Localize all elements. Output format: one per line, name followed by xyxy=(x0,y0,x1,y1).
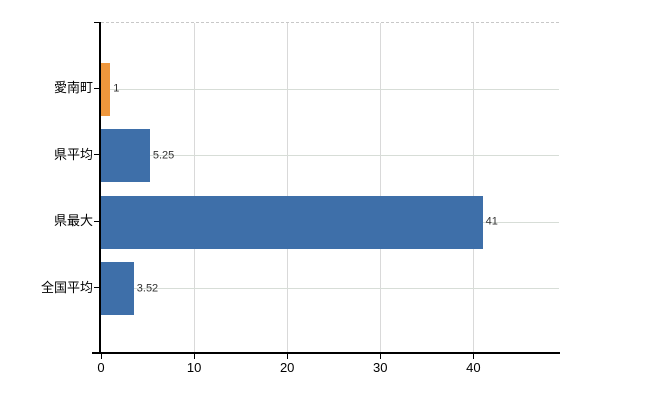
gridline-vertical xyxy=(472,23,474,355)
y-axis-tick xyxy=(94,220,100,222)
x-tick-label: 40 xyxy=(466,360,481,375)
gridline-vertical xyxy=(286,23,288,355)
gridline-horizontal xyxy=(101,288,559,290)
x-tick-label: 0 xyxy=(97,360,105,375)
x-axis-tick xyxy=(380,354,382,359)
category-label: 県平均 xyxy=(53,147,93,162)
x-axis-tick xyxy=(101,354,102,359)
x-axis-tick xyxy=(473,354,475,359)
bar-value-label: 3.52 xyxy=(136,282,159,295)
bar-value-label: 1 xyxy=(113,82,120,95)
x-axis-tick xyxy=(194,354,196,359)
bar xyxy=(101,62,111,116)
bar-value-label: 5.25 xyxy=(152,149,175,162)
x-axis-line xyxy=(92,352,560,354)
x-tick-label: 30 xyxy=(373,360,388,375)
x-tick-label: 20 xyxy=(279,360,295,375)
y-axis-tick xyxy=(94,87,100,89)
plot-area: 1 5.25 41 3.52 xyxy=(101,22,559,355)
gridline-vertical xyxy=(379,23,381,355)
bar xyxy=(101,195,483,249)
category-label: 愛南町 xyxy=(53,80,93,96)
y-axis-line xyxy=(99,22,101,354)
bar xyxy=(101,129,150,183)
y-axis-tick xyxy=(94,287,100,289)
y-axis-tick xyxy=(94,22,100,23)
bar-value-label: 41 xyxy=(485,215,498,228)
gridline-horizontal xyxy=(101,88,559,90)
category-label: 全国平均 xyxy=(40,279,93,295)
bar xyxy=(101,262,134,316)
category-label: 県最大 xyxy=(53,213,93,229)
x-axis-tick xyxy=(287,354,289,359)
y-axis-tick xyxy=(94,154,100,156)
x-tick-label: 10 xyxy=(186,360,202,375)
gridline-vertical xyxy=(193,23,195,355)
gridline-horizontal xyxy=(101,155,559,157)
